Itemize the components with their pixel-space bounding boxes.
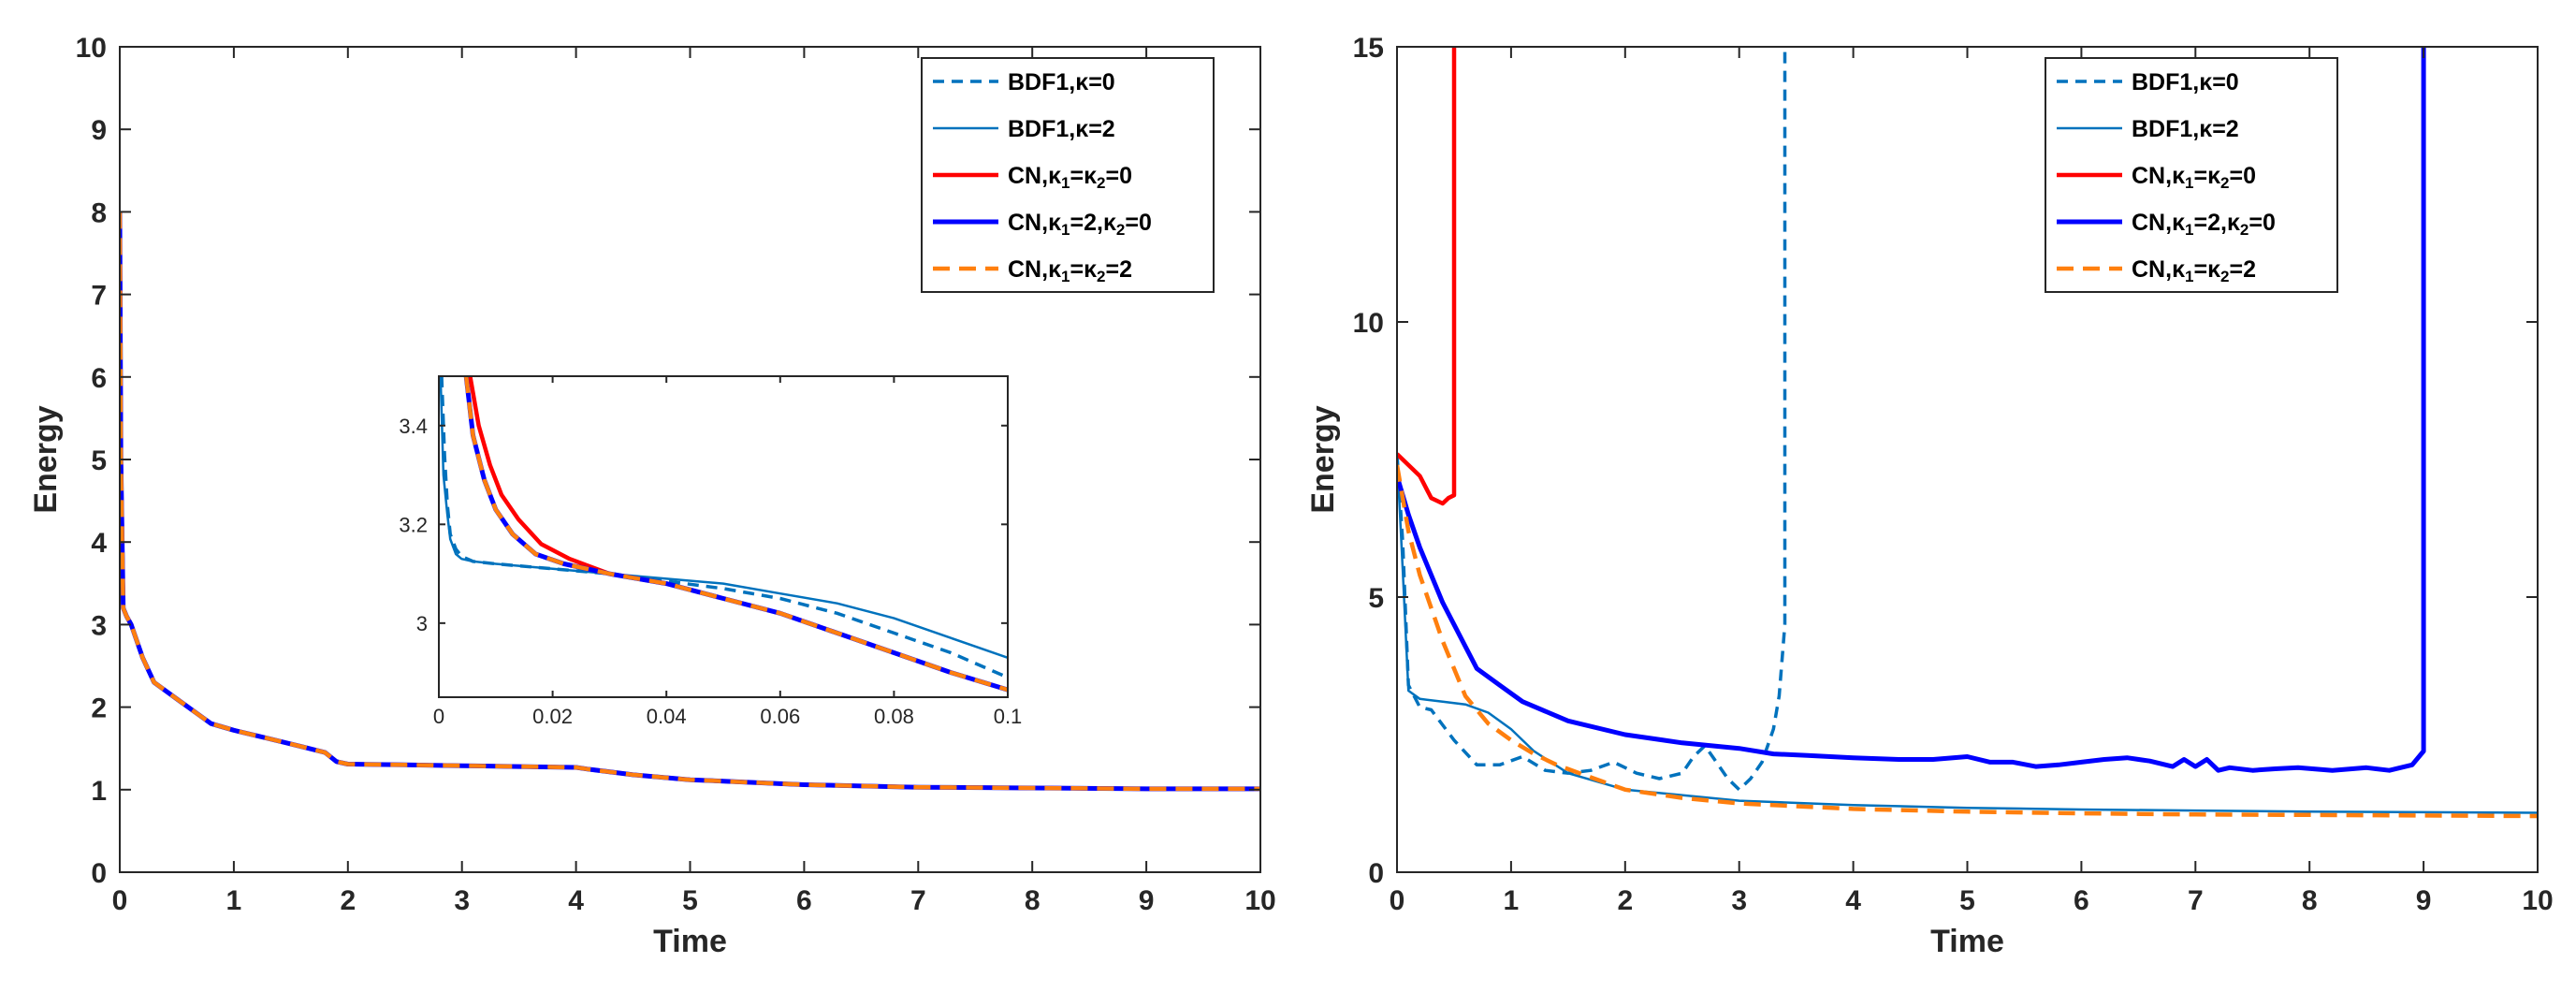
plot1-inset-series-cn-k22 [463,376,1008,693]
plot2-series-bdf1-k0 [1397,47,1787,792]
plot2-xtick-label: 8 [2302,885,2318,916]
plot2-legend-label-cn-k0: CN,κ1=κ2=0 [2132,163,2256,192]
plot1-ytick-label: 3 [91,610,107,641]
plot1-inset: 0 0.02 0.04 0.06 0.08 0.1 3 3.2 3.4 [399,375,1023,728]
plot2-ylabel: Energy [1305,405,1341,513]
plot1-inset-xtick-label: 0.02 [532,705,573,728]
plot1-legend-label-bdf1-k0: BDF1,κ=0 [1008,69,1115,95]
plot2-ytick-label: 15 [1353,33,1384,64]
plot2-xtick-label: 6 [2074,885,2089,916]
plot1-inset-background [439,376,1008,697]
plot1-xtick-label: 6 [796,885,812,916]
plot1-xlabel: Time [653,924,727,959]
plot1-ytick-label: 6 [91,363,107,394]
plot1-ytick-label: 10 [76,33,107,64]
plot2-xtick-label: 7 [2188,885,2204,916]
plot1-xtick-label: 2 [340,885,356,916]
plot1-ytick-label: 7 [91,281,107,312]
plot2-legend-label-cn-k20: CN,κ1=2,κ2=0 [2132,210,2276,239]
plot1-inset-xtick-label: 0.06 [760,705,800,728]
plot1-ylabel: Energy [28,405,64,513]
plot1-inset-xtick-label: 0.08 [874,705,914,728]
plot1-xtick-label: 0 [112,885,128,916]
plot2-xtick-label: 2 [1617,885,1633,916]
plot2-xtick-label: 0 [1390,885,1405,916]
plot1-ytick-label: 8 [91,197,107,228]
plot1-inset-xtick-label: 0.1 [994,705,1023,728]
plot1-ytick-label: 4 [91,528,107,559]
plot2-xtick-label: 5 [1959,885,1975,916]
plot1-xtick-label: 9 [1139,885,1155,916]
plot2-ytick-label: 10 [1353,308,1384,339]
plot1-xtick-label: 10 [1244,885,1275,916]
plot1-inset-xtick-label: 0 [433,705,444,728]
plot2-series-cn-k22 [1397,464,2538,819]
plot2-axes-box [1396,46,2539,873]
plot1-ytick-label: 0 [91,858,107,889]
plot2-xtick-label: 9 [2416,885,2432,916]
plot2-legend-label-cn-k22: CN,κ1=κ2=2 [2132,256,2256,285]
plot2-ytick-label: 0 [1368,858,1384,889]
plot1-ytick-label: 2 [91,693,107,724]
plot1-xtick-label: 5 [682,885,698,916]
plot2-xtick-label: 1 [1504,885,1520,916]
plot2-series-cn-k0 [1397,47,1457,506]
plot1-ytick-label: 1 [91,776,107,807]
plot2-xlabel: Time [1930,924,2004,959]
plot2: 0 1 2 3 4 5 6 7 8 9 10 0 5 10 15 Time Energy BDF1,κ=0 BDF1… [1305,33,2554,959]
plot1-inset-xtick-label: 0.04 [647,705,687,728]
plot1-xtick-label: 8 [1025,885,1041,916]
plot1-inset-series-bdf1-k0 [440,376,1008,679]
plot1-xtick-label: 1 [226,885,242,916]
plot1-xtick-label: 7 [910,885,926,916]
plot1-legend-label-bdf1-k2: BDF1,κ=2 [1008,116,1115,142]
plot2-series-cn-k20 [1397,47,2426,773]
plot2-xtick-label: 4 [1845,885,1861,916]
plot1-inset-ytick-label: 3.4 [399,415,428,438]
plot2-ytick-label: 5 [1368,583,1384,614]
plot1-xtick-label: 3 [454,885,470,916]
plot1-series-cn-k22 [120,212,1260,792]
plot1-inset-ytick-label: 3.2 [399,513,428,536]
plot2-legend-label-bdf1-k2: BDF1,κ=2 [2132,116,2239,142]
plot1-ytick-label: 5 [91,445,107,476]
plot2-xtick-label: 3 [1731,885,1747,916]
plot2-legend-label-bdf1-k0: BDF1,κ=0 [2132,69,2239,95]
plot1-xtick-label: 4 [568,885,584,916]
plot2-xtick-label: 10 [2522,885,2553,916]
plot1-inset-box [438,375,1009,698]
plot1-inset-ytick-label: 3 [416,612,428,635]
plot1-legend-label-cn-k22: CN,κ1=κ2=2 [1008,256,1132,285]
plot1-legend-label-cn-k0: CN,κ1=κ2=0 [1008,163,1132,192]
plot1: 0 1 2 3 4 5 6 7 8 9 10 0 1 2 3 4 5 6 7 8 9 10 Time Energy BDF1,κ… [28,33,1276,959]
plot1-legend-label-cn-k20: CN,κ1=2,κ2=0 [1008,210,1152,239]
plot1-ytick-label: 9 [91,115,107,146]
